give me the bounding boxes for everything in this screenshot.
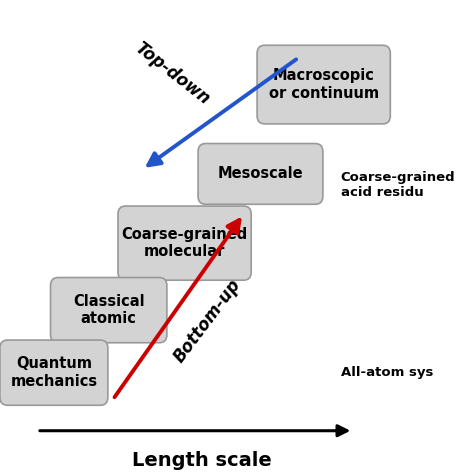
Text: All-atom sys: All-atom sys [340, 366, 433, 379]
FancyBboxPatch shape [0, 340, 108, 405]
Text: Mesoscale: Mesoscale [218, 166, 303, 182]
FancyBboxPatch shape [198, 144, 323, 204]
FancyBboxPatch shape [51, 277, 167, 343]
FancyBboxPatch shape [257, 45, 390, 124]
Text: Length scale: Length scale [132, 451, 271, 470]
Text: Quantum
mechanics: Quantum mechanics [10, 356, 98, 389]
Text: Top-down: Top-down [131, 39, 213, 108]
Text: Coarse-grained
molecular: Coarse-grained molecular [121, 227, 248, 259]
FancyBboxPatch shape [118, 206, 251, 280]
Text: Macroscopic
or continuum: Macroscopic or continuum [269, 68, 379, 101]
Text: Coarse-grained
acid residu: Coarse-grained acid residu [340, 171, 455, 199]
Text: Classical
atomic: Classical atomic [73, 294, 145, 326]
Text: Bottom-up: Bottom-up [171, 276, 245, 366]
